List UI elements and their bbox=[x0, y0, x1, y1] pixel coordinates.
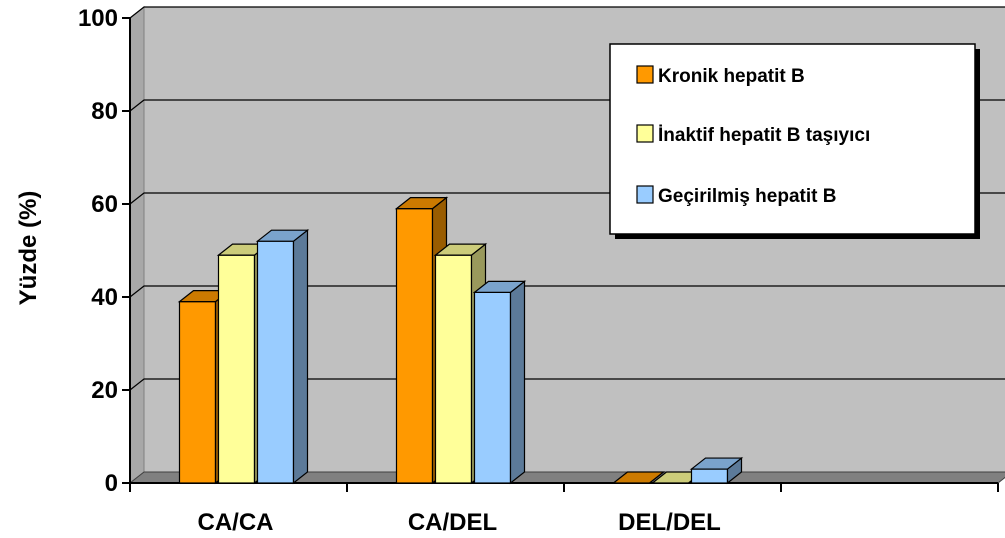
plot-side-wall bbox=[129, 5, 145, 485]
bar-front bbox=[395, 208, 434, 484]
y-tick-label: 20 bbox=[91, 377, 118, 404]
bar-front bbox=[256, 240, 295, 484]
gridline bbox=[129, 6, 1005, 19]
bar-top bbox=[433, 243, 488, 256]
x-tick-label: DEL/DEL bbox=[618, 509, 721, 536]
y-tick-labels: 0 20 40 60 80 100 bbox=[78, 5, 118, 497]
bar bbox=[255, 228, 310, 485]
bar-side bbox=[292, 228, 309, 485]
legend-label: Geçirilmiş hepatit B bbox=[658, 186, 836, 207]
legend-swatch bbox=[636, 124, 654, 143]
y-tick-label: 60 bbox=[91, 191, 118, 218]
bar-front bbox=[473, 291, 512, 484]
legend-label: Kronik hepatit B bbox=[658, 66, 805, 87]
bar-top bbox=[472, 280, 527, 293]
bar-top bbox=[611, 471, 666, 484]
x-tick-labels: CA/CA CA/DEL DEL/DEL bbox=[198, 509, 721, 536]
legend-swatch bbox=[636, 65, 654, 84]
legend-swatch bbox=[636, 185, 654, 204]
gridline bbox=[129, 285, 1005, 298]
bar-side bbox=[509, 280, 526, 485]
x-tick-label: CA/DEL bbox=[408, 509, 497, 536]
legend-label: İnaktif hepatit B taşıyıcı bbox=[658, 125, 870, 146]
y-tick-label: 80 bbox=[91, 98, 118, 125]
bar bbox=[689, 456, 744, 485]
bar-front bbox=[690, 468, 729, 484]
bar-top bbox=[394, 197, 449, 210]
bar-top bbox=[689, 457, 744, 470]
y-tick-label: 40 bbox=[91, 284, 118, 311]
bar-front bbox=[178, 301, 217, 484]
gridline bbox=[129, 378, 1005, 391]
bar-front bbox=[434, 254, 473, 484]
bar-front bbox=[217, 254, 256, 484]
x-tick-label: CA/CA bbox=[198, 509, 274, 536]
bars bbox=[177, 196, 744, 485]
bar-top bbox=[255, 229, 310, 242]
bar bbox=[611, 471, 666, 484]
y-axis-title: Yüzde (%) bbox=[15, 191, 42, 306]
legend-box bbox=[609, 43, 976, 235]
y-tick-label: 0 bbox=[105, 470, 118, 497]
y-tick-label: 100 bbox=[78, 5, 118, 32]
bar bbox=[472, 280, 527, 485]
legend: Kronik hepatit B İnaktif hepatit B taşıyı… bbox=[609, 43, 980, 239]
